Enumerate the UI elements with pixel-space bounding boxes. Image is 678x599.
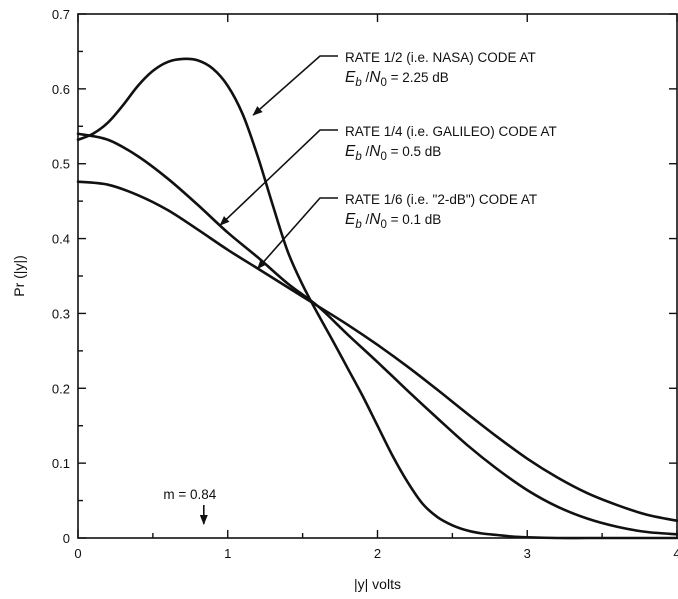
eb-symbol: E <box>345 69 356 86</box>
annotation-line2: Eb /N0 = 0.1 dB <box>345 211 441 231</box>
plot-frame <box>77 13 678 539</box>
ratio-slash: / <box>362 144 370 159</box>
x-tick-label: 4 <box>673 546 678 561</box>
annotation-line2: Eb /N0 = 0.5 dB <box>345 143 441 163</box>
eb-subscript: b <box>355 151 362 163</box>
y-tick-label: 0.5 <box>52 157 70 172</box>
curve-rate-1-6-2db <box>76 180 678 523</box>
ratio-slash: / <box>362 70 370 85</box>
annotation-line1: RATE 1/2 (i.e. NASA) CODE AT <box>345 50 536 65</box>
eb-subscript: b <box>355 77 362 89</box>
annotation-arrow <box>252 55 338 116</box>
curve-rate-1-4-galileo <box>76 132 678 536</box>
annotation-rate-1-2: RATE 1/2 (i.e. NASA) CODE AT Eb /N0 = 2.2… <box>345 50 536 89</box>
x-tick-label: 2 <box>374 546 381 561</box>
annotation-line1: RATE 1/6 (i.e. "2-dB") CODE AT <box>345 192 537 207</box>
y-tick-label: 0.1 <box>52 456 70 471</box>
snr-value: = 0.1 dB <box>387 212 441 227</box>
eb-symbol: E <box>345 211 356 228</box>
curve-rate-1-2-nasa <box>76 57 678 540</box>
annotation-rate-1-4: RATE 1/4 (i.e. GALILEO) CODE AT Eb /N0 = … <box>345 124 557 163</box>
x-tick-label: 3 <box>524 546 531 561</box>
annotation-rate-1-6: RATE 1/6 (i.e. "2-dB") CODE AT Eb /N0 = 0… <box>345 192 537 231</box>
y-tick-label: 0.4 <box>52 232 70 247</box>
eb-symbol: E <box>345 143 356 160</box>
n0-subscript: 0 <box>380 151 386 163</box>
n0-symbol: N <box>369 143 381 160</box>
eb-subscript: b <box>355 219 362 231</box>
n0-subscript: 0 <box>380 219 386 231</box>
x-axis-label: |y| volts <box>354 576 401 592</box>
n0-subscript: 0 <box>380 77 386 89</box>
annotation-arrow <box>257 197 338 270</box>
annotation-arrow <box>219 129 338 226</box>
annotation-line1: RATE 1/4 (i.e. GALILEO) CODE AT <box>345 124 557 139</box>
mean-marker-label: m = 0.84 <box>163 487 216 502</box>
y-tick-label: 0.7 <box>52 7 70 22</box>
y-tick-label: 0.6 <box>52 82 70 97</box>
snr-value: = 0.5 dB <box>387 144 441 159</box>
y-axis-label: Pr (|y|) <box>11 255 27 297</box>
x-tick-label: 0 <box>74 546 81 561</box>
n0-symbol: N <box>369 211 381 228</box>
snr-value: = 2.25 dB <box>387 70 449 85</box>
y-tick-label: 0 <box>63 531 70 546</box>
x-tick-label: 1 <box>224 546 231 561</box>
y-tick-label: 0.3 <box>52 306 70 321</box>
y-tick-label: 0.2 <box>52 381 70 396</box>
annotation-line2: Eb /N0 = 2.25 dB <box>345 69 449 89</box>
n0-symbol: N <box>369 69 381 86</box>
ratio-slash: / <box>362 212 370 227</box>
